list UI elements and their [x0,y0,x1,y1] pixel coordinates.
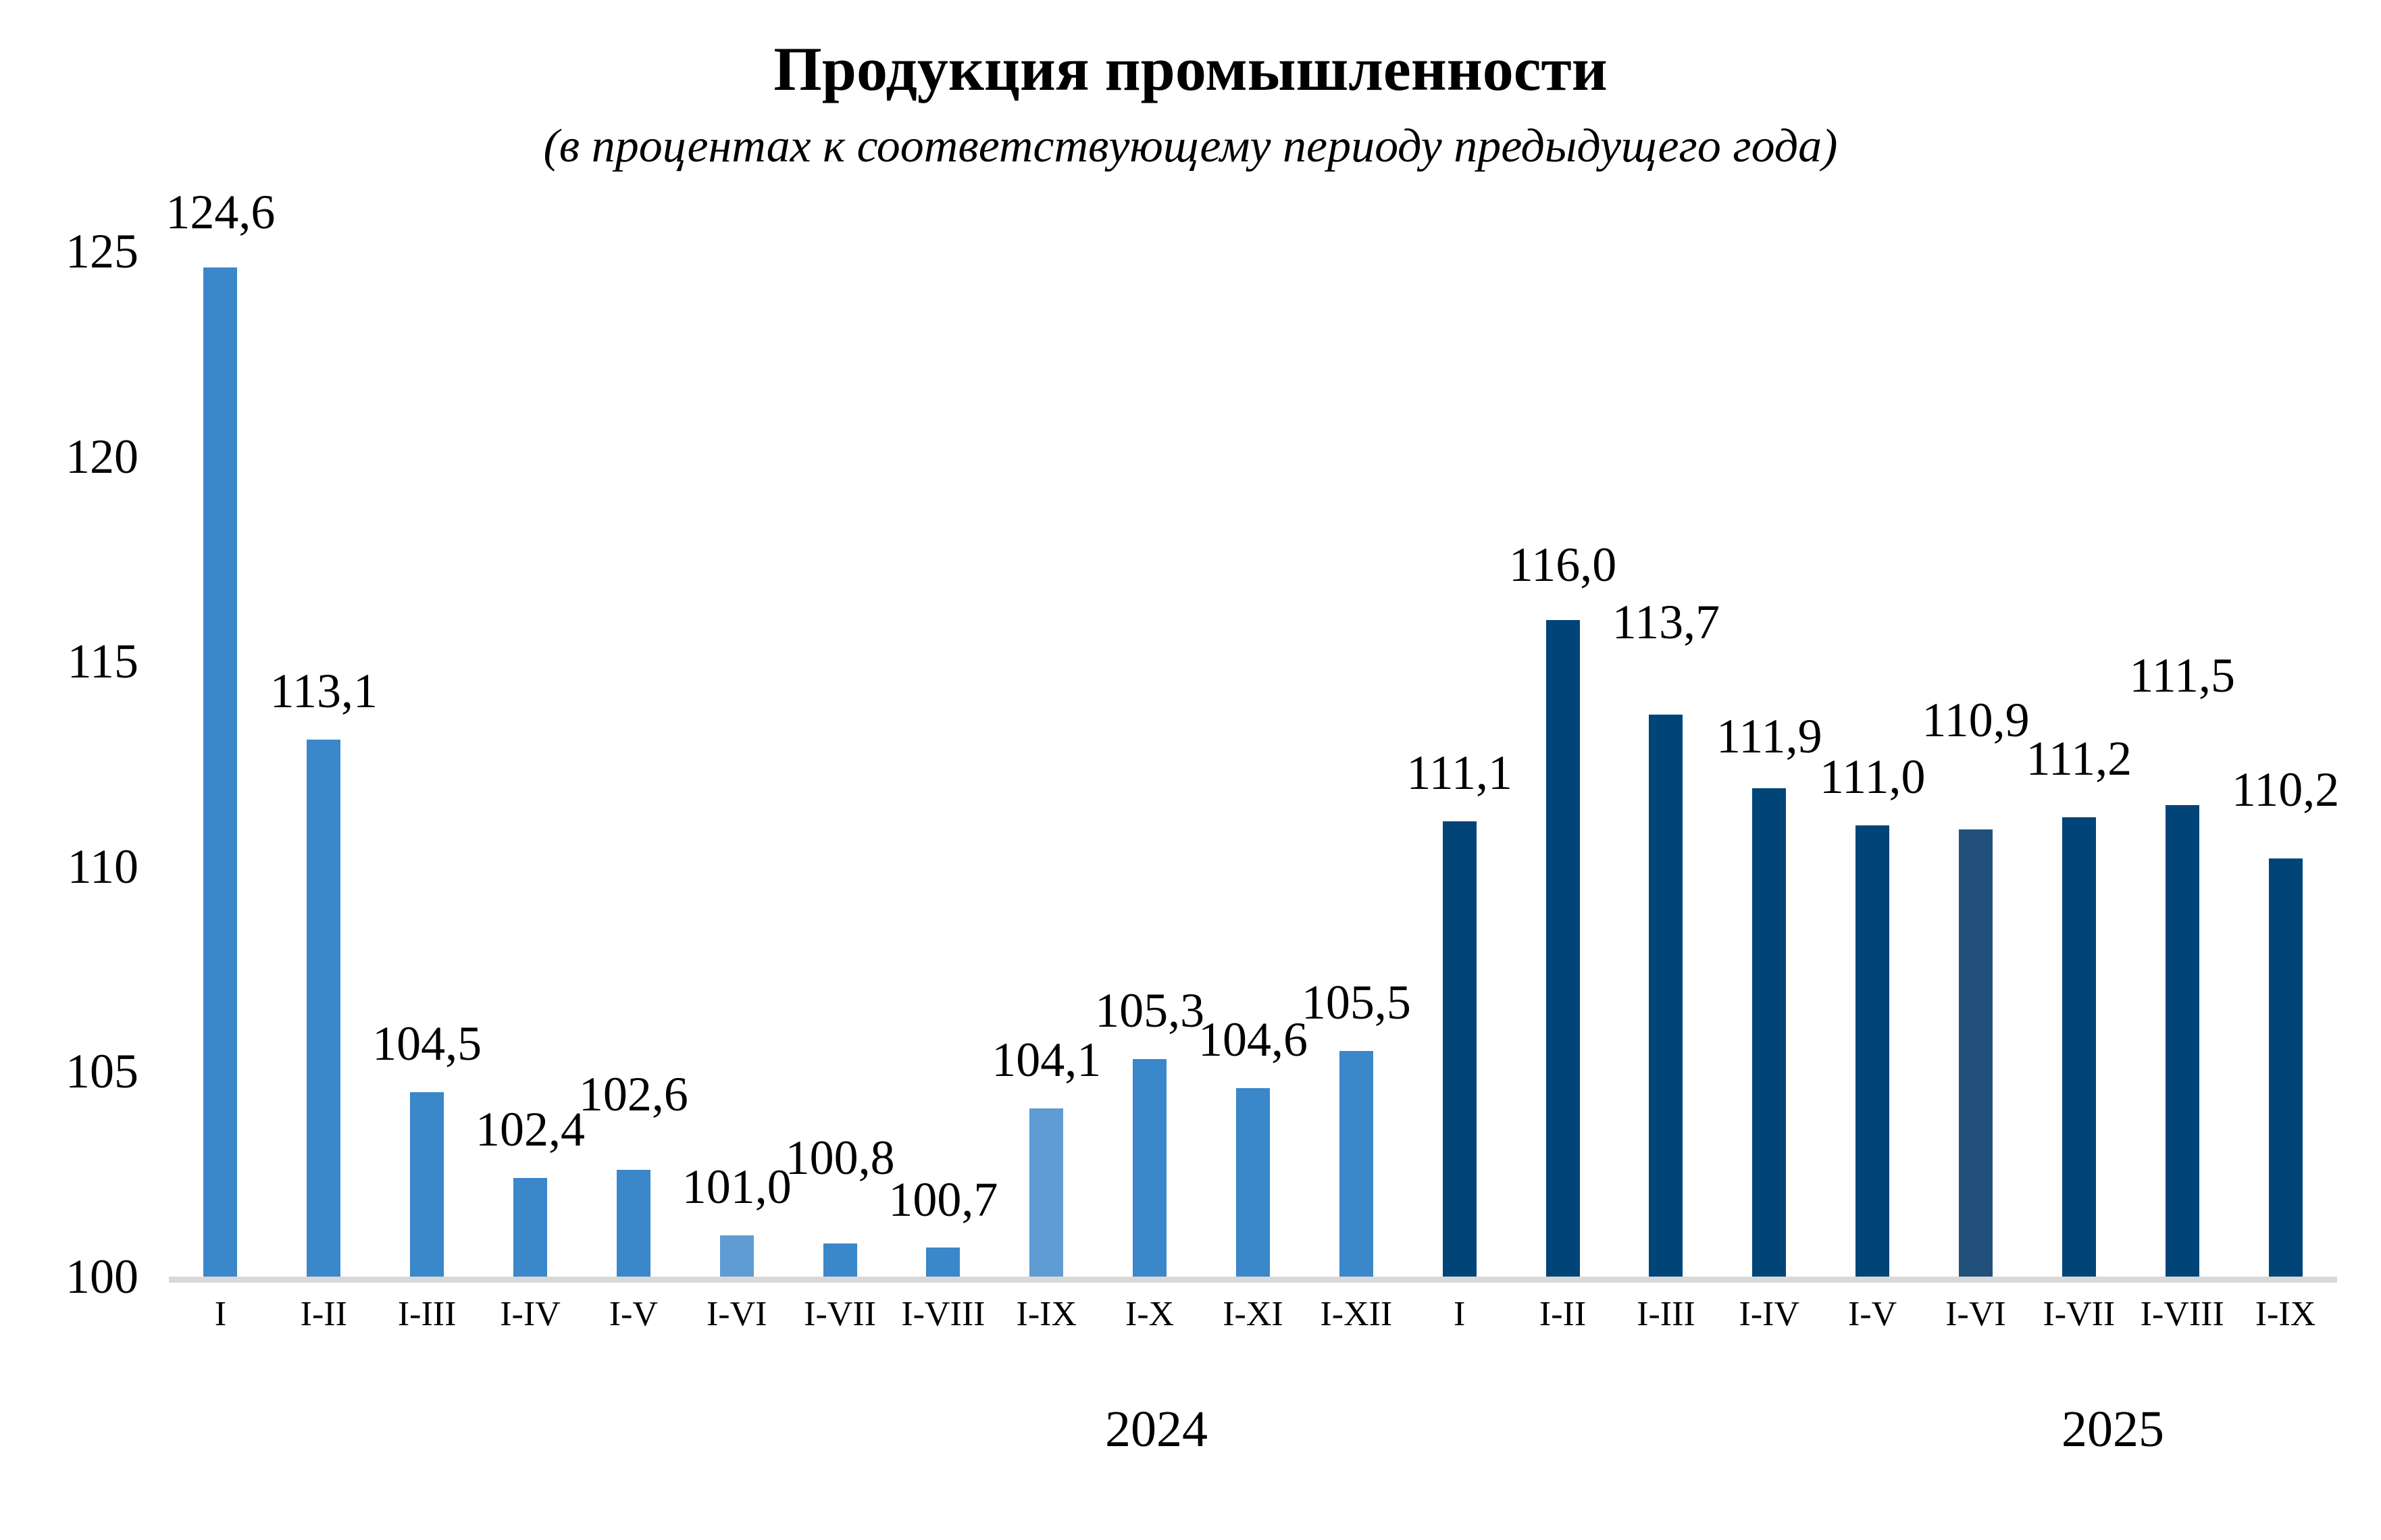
x-axis-category-label: I-IX [1016,1295,1077,1333]
x-axis-category-label: I-V [1848,1295,1897,1333]
bar-2025-I-IX [2268,858,2303,1277]
bar-value-label: 113,7 [1612,595,1720,650]
x-axis-category-label: I-IX [2255,1295,2316,1333]
bar-2024-I-IV [513,1178,547,1277]
bar-2025-I-IV [1752,788,1787,1277]
bar-2024-I-VIII [926,1248,961,1277]
bar-value-label: 104,5 [372,1016,482,1071]
x-axis-category-label: I-II [300,1295,347,1333]
x-axis-category-label: I-VII [2043,1295,2116,1333]
bar-value-label: 101,0 [682,1160,792,1214]
y-axis-tick-label: 110 [67,839,138,894]
bar-2024-I-II [307,739,341,1277]
bar-value-label: 124,6 [165,185,276,240]
bar-2025-I-II [1545,620,1580,1277]
bar-2025-I-VII [2062,817,2096,1277]
y-axis-tick-label: 105 [66,1044,138,1099]
x-axis-category-label: I [1454,1295,1466,1333]
bar-value-label: 111,1 [1406,746,1513,800]
x-axis-category-label: I [214,1295,227,1333]
bar-2024-I-V [616,1170,650,1277]
x-axis-category-label: I-VII [804,1295,876,1333]
x-axis-category-label: I-III [1637,1295,1695,1333]
bar-2024-I-X [1133,1059,1167,1277]
x-axis-year-label-2024: 2024 [1105,1401,1208,1458]
x-axis-category-label: I-VIII [2140,1295,2224,1333]
x-axis-category-label: I-X [1125,1295,1175,1333]
bar-value-label: 102,4 [476,1102,585,1157]
x-axis-year-label-2025: 2025 [2062,1401,2164,1458]
chart-subtitle: (в процентах к соответствующему периоду … [543,120,1838,172]
bar-value-label: 110,9 [1922,693,2030,748]
bar-value-label: 102,6 [578,1067,688,1122]
bar-value-label: 113,1 [270,663,378,718]
bar-2024-I-IX [1029,1108,1064,1277]
bar-value-label: 105,3 [1095,983,1205,1038]
bar-2025-I-VIII [2165,804,2199,1277]
x-axis-category-label: I-IV [1739,1295,1800,1333]
bar-value-label: 100,7 [888,1172,998,1227]
bar-2024-I [203,267,238,1277]
x-axis-category-label: I-III [397,1295,457,1333]
x-axis-category-label: I-XI [1223,1295,1283,1333]
bar-value-label: 111,5 [2129,648,2236,702]
chart-title: Продукция промышленности [773,34,1608,103]
bar-value-label: 105,5 [1301,975,1411,1030]
bar-value-label: 104,1 [992,1033,1102,1087]
x-axis-line [169,1277,2337,1283]
bar-2024-I-III [410,1092,444,1277]
x-axis-category-label: I-II [1539,1295,1587,1333]
bar-2024-I-XII [1339,1051,1373,1277]
y-axis-tick-label: 120 [66,429,138,484]
x-axis-category-label: I-VI [1945,1295,2006,1333]
bar-2024-I-VII [823,1243,857,1277]
x-axis-category-label: I-VIII [901,1295,985,1333]
bar-2025-I-VI [1959,829,1993,1277]
bar-2025-I [1442,821,1477,1277]
bar-value-label: 111,2 [2026,731,2132,786]
bar-2024-I-VI [719,1235,754,1277]
bar-2024-I-XI [1236,1087,1270,1277]
bar-value-label: 116,0 [1508,538,1617,592]
x-axis-category-label: I-XII [1320,1295,1393,1333]
x-axis-category-label: I-V [609,1295,658,1333]
x-axis-category-label: I-VI [706,1295,767,1333]
bar-2025-I-V [1855,825,1890,1277]
bar-value-label: 100,8 [785,1131,895,1185]
y-axis-tick-label: 125 [66,224,138,278]
bar-value-label: 111,0 [1819,750,1926,804]
y-axis-tick-label: 115 [67,634,138,689]
bar-value-label: 110,2 [2231,762,2340,817]
bar-2025-I-III [1649,715,1683,1277]
bar-value-label: 104,6 [1198,1012,1308,1067]
bar-value-label: 111,9 [1716,709,1822,764]
y-axis-tick-label: 100 [66,1250,138,1304]
x-axis-category-label: I-IV [500,1295,561,1333]
